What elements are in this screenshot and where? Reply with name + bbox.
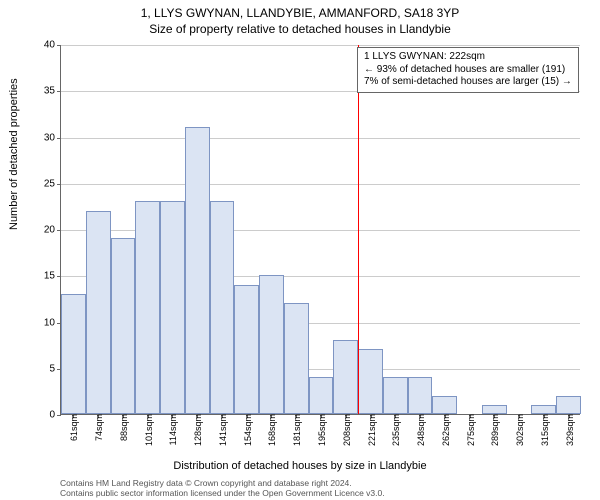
annotation-line-2: ← 93% of detached houses are smaller (19… bbox=[364, 64, 572, 77]
gridline bbox=[61, 138, 580, 139]
histogram-bar bbox=[135, 201, 160, 414]
chart-subtitle: Size of property relative to detached ho… bbox=[0, 22, 600, 36]
x-tick-label: 248sqm bbox=[414, 414, 426, 446]
histogram-bar bbox=[86, 211, 111, 415]
histogram-bar bbox=[556, 396, 581, 415]
histogram-bar bbox=[432, 396, 457, 415]
annotation-line-1: 1 LLYS GWYNAN: 222sqm bbox=[364, 51, 572, 64]
x-tick-label: 154sqm bbox=[241, 414, 253, 446]
histogram-bar bbox=[61, 294, 86, 414]
histogram-bar bbox=[531, 405, 556, 414]
marker-line bbox=[358, 45, 359, 414]
histogram-bar bbox=[234, 285, 259, 415]
y-tick-label: 5 bbox=[49, 363, 61, 374]
x-tick-label: 195sqm bbox=[315, 414, 327, 446]
y-tick-label: 15 bbox=[44, 271, 61, 282]
chart-title: 1, LLYS GWYNAN, LLANDYBIE, AMMANFORD, SA… bbox=[0, 6, 600, 20]
histogram-bar bbox=[358, 349, 383, 414]
x-tick-label: 61sqm bbox=[67, 414, 79, 441]
y-tick-label: 30 bbox=[44, 132, 61, 143]
x-tick-label: 289sqm bbox=[488, 414, 500, 446]
plot-area: 051015202530354061sqm74sqm88sqm101sqm114… bbox=[60, 45, 580, 415]
histogram-bar bbox=[309, 377, 334, 414]
x-tick-label: 208sqm bbox=[340, 414, 352, 446]
footer-line-2: Contains public sector information licen… bbox=[60, 488, 385, 498]
histogram-bar bbox=[482, 405, 507, 414]
x-tick-label: 302sqm bbox=[513, 414, 525, 446]
y-tick-label: 10 bbox=[44, 317, 61, 328]
y-tick-label: 25 bbox=[44, 178, 61, 189]
gridline bbox=[61, 184, 580, 185]
histogram-bar bbox=[111, 238, 136, 414]
histogram-bar bbox=[408, 377, 433, 414]
x-tick-label: 128sqm bbox=[191, 414, 203, 446]
y-tick-label: 40 bbox=[44, 40, 61, 51]
chart-container: 1, LLYS GWYNAN, LLANDYBIE, AMMANFORD, SA… bbox=[0, 0, 600, 500]
x-tick-label: 221sqm bbox=[365, 414, 377, 446]
y-axis-label: Number of detached properties bbox=[8, 78, 20, 230]
footer-line-1: Contains HM Land Registry data © Crown c… bbox=[60, 478, 385, 488]
histogram-bar bbox=[259, 275, 284, 414]
x-tick-label: 114sqm bbox=[166, 414, 178, 445]
x-tick-label: 74sqm bbox=[92, 414, 104, 441]
annotation-line-3: 7% of semi-detached houses are larger (1… bbox=[364, 76, 572, 89]
x-tick-label: 315sqm bbox=[538, 414, 550, 446]
histogram-bar bbox=[160, 201, 185, 414]
x-tick-label: 168sqm bbox=[265, 414, 277, 446]
x-tick-label: 275sqm bbox=[464, 414, 476, 446]
x-tick-label: 101sqm bbox=[142, 414, 154, 446]
y-tick-label: 0 bbox=[49, 410, 61, 421]
footer-attribution: Contains HM Land Registry data © Crown c… bbox=[60, 478, 385, 498]
x-tick-label: 235sqm bbox=[389, 414, 401, 446]
x-tick-label: 329sqm bbox=[563, 414, 575, 446]
x-tick-label: 141sqm bbox=[216, 414, 228, 446]
x-axis-label: Distribution of detached houses by size … bbox=[0, 460, 600, 472]
histogram-bar bbox=[284, 303, 309, 414]
x-tick-label: 181sqm bbox=[290, 414, 302, 446]
annotation-box: 1 LLYS GWYNAN: 222sqm← 93% of detached h… bbox=[357, 47, 579, 93]
histogram-bar bbox=[383, 377, 408, 414]
y-tick-label: 20 bbox=[44, 225, 61, 236]
histogram-bar bbox=[333, 340, 358, 414]
x-tick-label: 88sqm bbox=[117, 414, 129, 441]
x-tick-label: 262sqm bbox=[439, 414, 451, 446]
histogram-bar bbox=[210, 201, 235, 414]
gridline bbox=[61, 45, 580, 46]
histogram-bar bbox=[185, 127, 210, 414]
y-tick-label: 35 bbox=[44, 86, 61, 97]
